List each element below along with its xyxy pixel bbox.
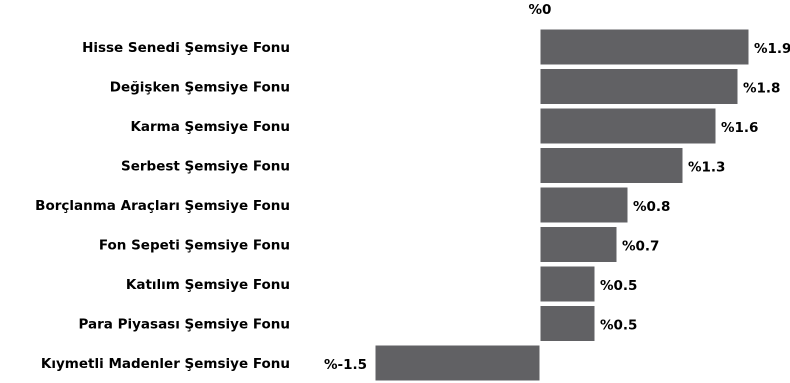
value-label: %1.3 xyxy=(688,160,725,176)
zero-axis-label: %0 xyxy=(529,2,552,18)
category-label: Kıymetli Madenler Şemsiye Fonu xyxy=(41,356,290,372)
category-label: Değişken Şemsiye Fonu xyxy=(110,80,290,96)
category-label: Borçlanma Araçları Şemsiye Fonu xyxy=(35,198,290,214)
category-label: Hisse Senedi Şemsiye Fonu xyxy=(82,40,290,56)
bars xyxy=(374,28,750,382)
value-label: %0.7 xyxy=(622,239,659,255)
bar xyxy=(539,305,596,342)
value-label: %-1.5 xyxy=(324,357,367,373)
value-label: %0.5 xyxy=(600,278,637,294)
bar xyxy=(539,265,596,303)
value-labels: %1.9 %1.8 %1.6 %1.3 %0.8 %0.7 %0.5 %0.5 %-1.5 xyxy=(324,41,790,373)
category-label: Para Piyasası Şemsiye Fonu xyxy=(79,317,291,333)
bar xyxy=(539,107,717,145)
category-label: Fon Sepeti Şemsiye Fonu xyxy=(99,238,290,254)
category-label: Karma Şemsiye Fonu xyxy=(130,119,290,135)
value-label: %1.9 xyxy=(754,41,790,57)
category-labels: Hisse Senedi Şemsiye Fonu Değişken Şemsiy… xyxy=(35,40,290,372)
value-label: %1.6 xyxy=(721,120,758,136)
value-label: %0.8 xyxy=(633,199,670,215)
bar xyxy=(539,186,629,224)
value-label: %1.8 xyxy=(743,81,780,97)
category-label: Serbest Şemsiye Fonu xyxy=(121,159,290,175)
bar xyxy=(539,28,750,66)
bar xyxy=(374,344,541,382)
bar xyxy=(539,226,618,263)
category-label: Katılım Şemsiye Fonu xyxy=(126,277,290,293)
bar xyxy=(539,147,684,184)
bar xyxy=(539,68,739,105)
value-label: %0.5 xyxy=(600,318,637,334)
